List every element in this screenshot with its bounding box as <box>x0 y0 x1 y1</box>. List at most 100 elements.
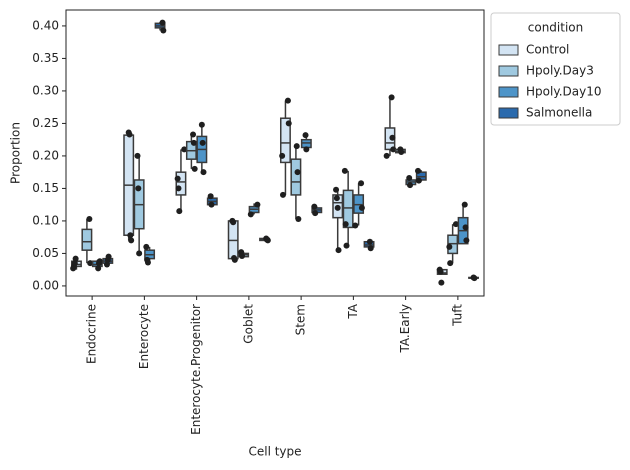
point <box>105 253 112 260</box>
point <box>175 185 182 192</box>
point <box>247 211 254 218</box>
legend-swatch <box>498 65 519 77</box>
point <box>127 232 134 239</box>
y-tick-label: 0.40 <box>32 18 59 32</box>
point <box>208 201 215 208</box>
y-tick-label: 0.15 <box>32 181 59 195</box>
point <box>333 195 340 202</box>
box <box>81 228 93 251</box>
point <box>333 186 340 193</box>
point <box>285 120 292 127</box>
point <box>437 268 444 275</box>
point <box>181 146 188 153</box>
point <box>342 221 349 228</box>
y-tick-label: 0.00 <box>32 278 59 292</box>
point <box>358 180 365 187</box>
point <box>471 275 478 282</box>
box <box>290 158 302 196</box>
point <box>176 208 183 215</box>
y-axis-label: Proportion <box>9 122 23 184</box>
point <box>135 185 142 192</box>
point <box>191 165 198 172</box>
box <box>175 171 187 196</box>
point <box>174 175 181 182</box>
box-group <box>133 155 145 254</box>
point <box>294 169 301 176</box>
box-group <box>123 132 135 241</box>
point <box>207 193 214 200</box>
point <box>264 237 271 244</box>
point <box>190 139 197 146</box>
point <box>134 152 141 159</box>
point <box>72 255 79 262</box>
legend-swatch <box>498 86 519 98</box>
box-group <box>342 170 354 247</box>
x-axis-label: Cell type <box>248 445 301 459</box>
legend-label: Hpoly.Day10 <box>526 85 602 99</box>
legend-title: condition <box>528 21 583 35</box>
point <box>86 215 93 222</box>
point <box>343 242 350 249</box>
point <box>367 245 374 252</box>
point <box>383 152 390 159</box>
point <box>199 139 206 146</box>
y-tick-label: 0.05 <box>32 246 59 260</box>
point <box>136 250 143 257</box>
x-tick-label: Stem <box>294 304 308 335</box>
x-tick-label: Goblet <box>241 304 255 344</box>
box-group <box>81 218 93 264</box>
point <box>295 215 302 222</box>
point <box>415 177 422 184</box>
box <box>342 189 354 229</box>
point <box>293 143 300 150</box>
point <box>128 237 135 244</box>
y-tick-label: 0.30 <box>32 83 59 97</box>
point <box>358 204 365 211</box>
point <box>160 27 167 34</box>
x-tick-label: TA.Early <box>398 304 412 354</box>
point <box>254 201 261 208</box>
legend-swatch <box>498 107 519 119</box>
box-group <box>175 149 187 212</box>
point <box>279 152 286 159</box>
point <box>452 221 459 228</box>
point <box>95 265 102 272</box>
point <box>352 222 359 229</box>
point <box>398 149 405 156</box>
point <box>302 132 309 139</box>
point <box>303 146 310 153</box>
point <box>103 261 110 268</box>
point <box>311 203 318 210</box>
point <box>126 131 133 138</box>
legend-label: Hpoly.Day3 <box>526 64 594 78</box>
point <box>341 167 348 174</box>
point <box>239 253 246 260</box>
x-tick-label: Tuft <box>450 304 464 327</box>
x-tick-label: Enterocyte.Progenitor <box>189 304 203 435</box>
point <box>279 191 286 198</box>
point <box>159 19 166 26</box>
plot-frame <box>65 9 485 297</box>
point <box>390 146 397 153</box>
point <box>230 219 237 226</box>
x-tick-label: Endocrine <box>85 304 99 364</box>
point <box>334 204 341 211</box>
box-group <box>227 219 239 262</box>
legend-label: Control <box>526 43 569 57</box>
point <box>200 169 207 176</box>
point <box>388 94 395 101</box>
point <box>446 243 453 250</box>
point <box>366 238 373 245</box>
y-tick-label: 0.20 <box>32 148 59 162</box>
x-tick-label: Enterocyte <box>137 304 151 369</box>
point <box>231 256 238 263</box>
point <box>144 259 151 266</box>
point <box>198 121 205 128</box>
point <box>415 167 422 174</box>
y-tick-label: 0.35 <box>32 51 59 65</box>
point <box>461 201 468 208</box>
legend-swatch <box>498 44 519 56</box>
point <box>438 279 445 286</box>
point <box>407 182 414 189</box>
